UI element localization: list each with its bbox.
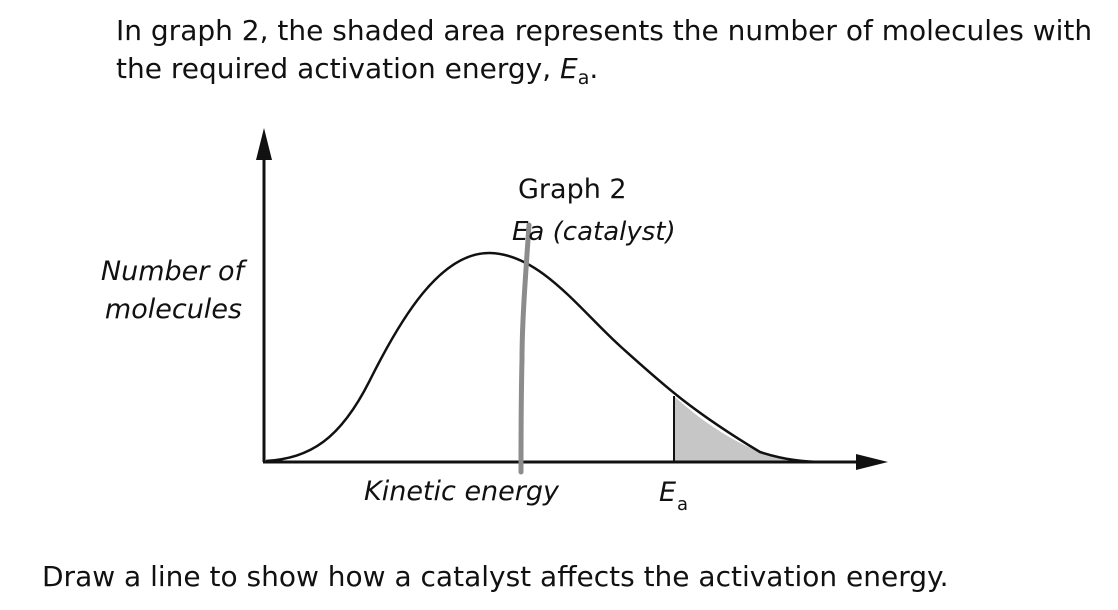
handwritten-catalyst-line: [518, 222, 532, 475]
intro-ea-symbol: E: [560, 52, 578, 85]
y-axis-label-line1: Number of: [101, 256, 248, 287]
y-axis-label-line2: molecules: [105, 294, 242, 325]
intro-ea-subscript: a: [577, 67, 590, 89]
handwritten-note: Ea (catalyst): [512, 217, 676, 247]
graph-title: Graph 2: [518, 174, 627, 205]
x-axis-arrowhead: [856, 454, 888, 470]
intro-text: In graph 2, the shaded area represents t…: [116, 14, 1093, 85]
ea-label-symbol: E: [659, 477, 676, 508]
ea-label-subscript: a: [677, 494, 688, 515]
instruction-text: Draw a line to show how a catalyst affec…: [42, 560, 949, 593]
x-axis-label: Kinetic energy: [364, 476, 560, 507]
y-axis-arrowhead: [256, 128, 272, 160]
graph-2-diagram: Graph 2 Ea (catalyst) Number of molecule…: [101, 128, 888, 515]
intro-period: .: [589, 52, 599, 85]
distribution-curve: [265, 251, 826, 464]
question-intro: In graph 2, the shaded area represents t…: [116, 12, 1106, 97]
shaded-area: [674, 396, 825, 462]
